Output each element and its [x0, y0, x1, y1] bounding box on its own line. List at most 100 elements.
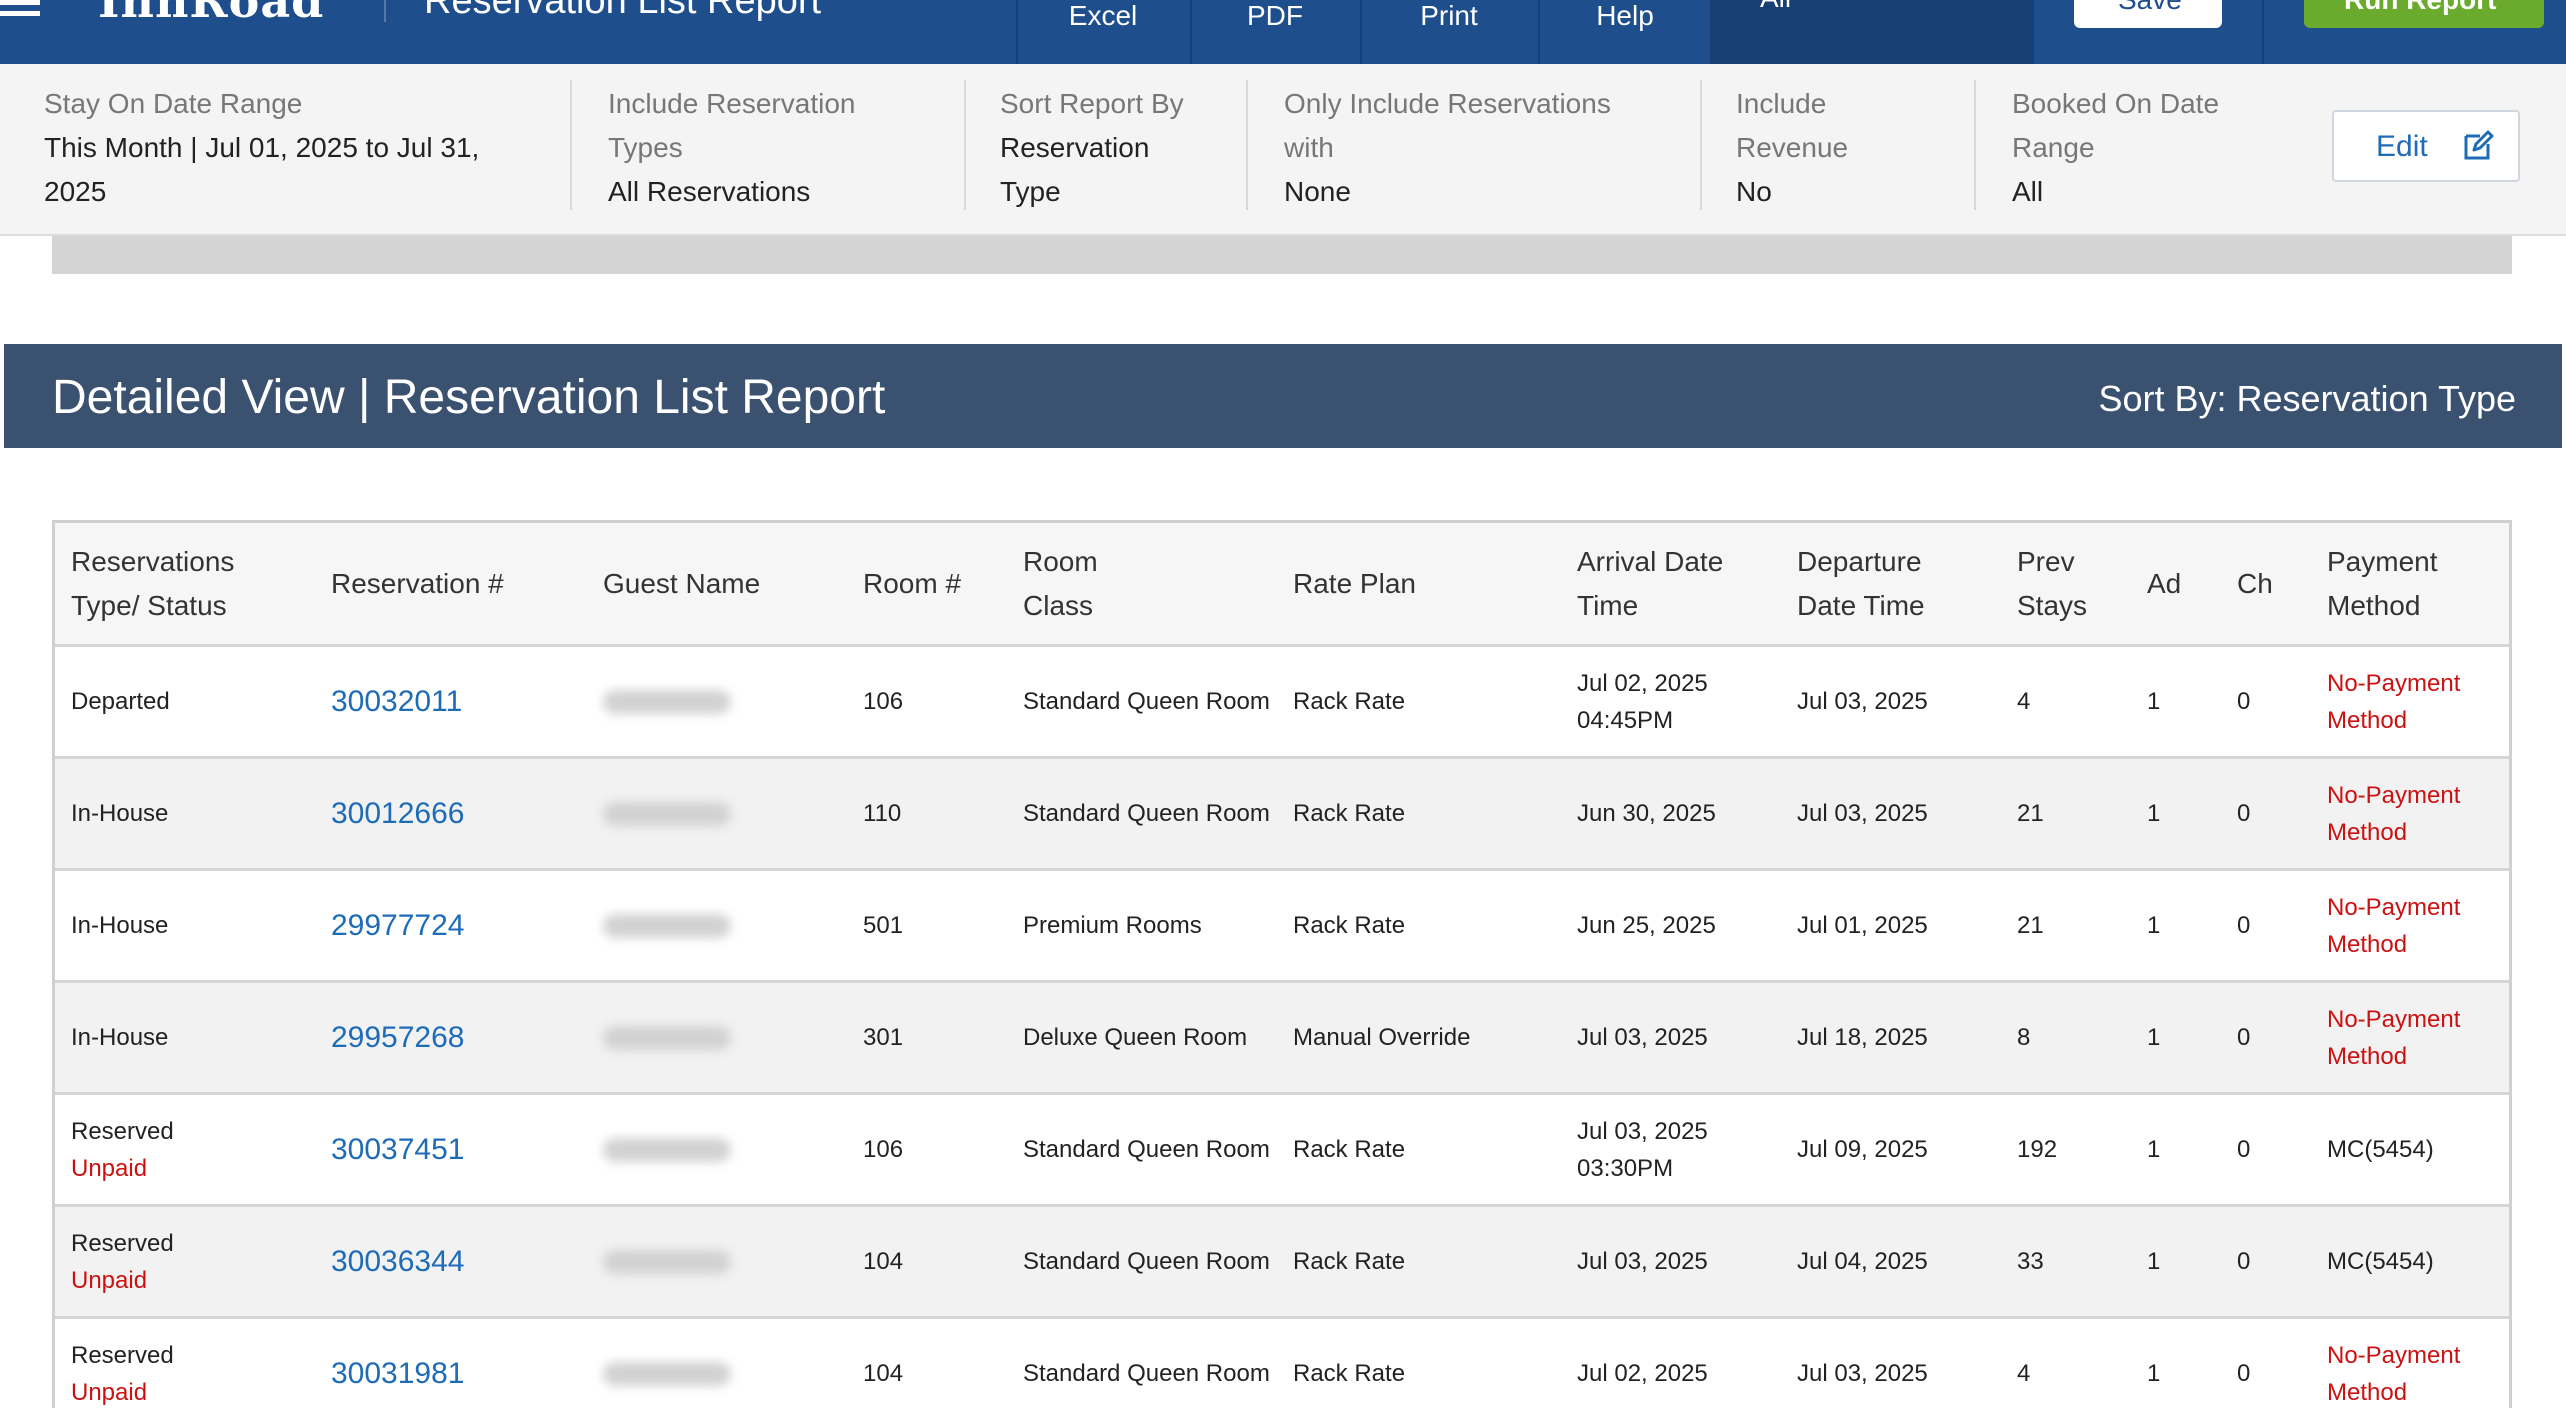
arrival-date: Jul 02, 2025 [1577, 1360, 1708, 1387]
reservation-number-link[interactable]: 29957268 [331, 1021, 465, 1054]
detailed-view-title: Detailed View | Reservation List Report [52, 371, 886, 424]
column-header[interactable]: Room Class [1023, 545, 1098, 621]
print-button[interactable]: Print [1360, 0, 1536, 64]
room-class: Standard Queen Room [1023, 1360, 1270, 1387]
reservation-number-link[interactable]: 30036344 [331, 1245, 465, 1278]
hamburger-icon[interactable] [0, 0, 40, 16]
column-header[interactable]: Reservation # [331, 567, 504, 599]
guest-name-cell [603, 647, 843, 756]
guest-name-cell [603, 1207, 843, 1316]
column-header[interactable]: Guest Name [603, 567, 761, 599]
arrival-cell: Jun 30, 2025 [1577, 759, 1787, 868]
run-report-button[interactable]: Run Report [2304, 0, 2544, 28]
payment-method-cell: MC(5454) [2327, 1207, 2487, 1316]
prev-stays: 4 [2017, 1360, 2031, 1387]
arrival-time: 04:45PM [1577, 706, 1674, 734]
reservation-status: Reserved [71, 1341, 174, 1369]
children-count: 0 [2237, 800, 2251, 827]
help-button[interactable]: Help [1538, 0, 1710, 64]
reservation-status: Reserved [71, 1229, 174, 1257]
filter-label: Booked On Date Range [2012, 88, 2220, 163]
filter-reservation-types: Include Reservation Types All Reservatio… [608, 82, 868, 214]
arrival-cell: Jul 03, 2025 03:30PM [1577, 1095, 1787, 1204]
column-header[interactable]: Ad [2147, 567, 2182, 599]
table-body: Departed 30032011 106 Standard Queen Room Ra… [55, 647, 2509, 1408]
property-select-value: All [1760, 0, 1791, 14]
guest-name-redacted [603, 1249, 731, 1274]
reservation-number-link[interactable]: 30037451 [331, 1133, 465, 1166]
pdf-button[interactable]: PDF [1190, 0, 1358, 64]
filter-label: Sort Report By [1000, 88, 1184, 119]
table-row: In-House 29957268 301 Deluxe Queen Room Manu… [55, 983, 2509, 1095]
room-class: Standard Queen Room [1023, 800, 1270, 827]
guest-name-redacted [603, 801, 731, 826]
room-number: 104 [863, 1360, 904, 1387]
arrival-date: Jul 03, 2025 [1577, 1248, 1708, 1275]
payment-method-cell: No-Payment Method [2327, 647, 2487, 756]
property-select[interactable]: All [1710, 0, 2032, 64]
children-count: 0 [2237, 1024, 2251, 1051]
guest-name-cell [603, 1319, 843, 1408]
column-header[interactable]: Rate Plan [1293, 567, 1416, 599]
header-separator [2032, 0, 2034, 64]
adults-count: 1 [2147, 1024, 2161, 1051]
guest-name-redacted [603, 913, 731, 938]
reservation-number-link[interactable]: 29977724 [331, 909, 465, 942]
column-header[interactable]: Prev Stays [2017, 545, 2088, 621]
reservation-number-cell: 29977724 [331, 871, 571, 980]
prev-stays: 8 [2017, 1024, 2031, 1051]
sort-by-label: Sort By: Reservation Type [2098, 378, 2516, 419]
adults-count: 1 [2147, 688, 2161, 715]
adults-count: 1 [2147, 1360, 2161, 1387]
filter-divider [1974, 80, 1976, 210]
children-count: 0 [2237, 1136, 2251, 1163]
filter-value: All Reservations [608, 176, 811, 207]
excel-button[interactable]: Excel [1016, 0, 1188, 64]
filter-value: Reservation Type [1000, 132, 1150, 207]
reservation-status: In-House [71, 1024, 169, 1051]
departure-date: Jul 03, 2025 [1797, 1360, 1928, 1387]
arrival-cell: Jul 02, 2025 [1577, 1319, 1787, 1408]
reservation-number-cell: 29957268 [331, 983, 571, 1092]
save-button[interactable]: Save [2074, 0, 2222, 28]
column-header[interactable]: Reservations Type/ Status [71, 545, 235, 621]
payment-method-cell: No-Payment Method [2327, 1319, 2487, 1408]
departure-date: Jul 18, 2025 [1797, 1024, 1928, 1051]
column-header[interactable]: Departure Date Time [1797, 545, 1925, 621]
reservation-number-link[interactable]: 30031981 [331, 1357, 465, 1390]
guest-name-redacted [603, 1025, 731, 1050]
status-cell: In-House [71, 871, 311, 980]
prev-stays: 33 [2017, 1248, 2044, 1275]
reservation-number-link[interactable]: 30012666 [331, 797, 465, 830]
filter-value: None [1284, 176, 1351, 207]
reservation-number-link[interactable]: 30032011 [331, 685, 463, 718]
rate-plan: Manual Override [1293, 1024, 1471, 1051]
rate-plan: Rack Rate [1293, 688, 1406, 715]
payment-status: Unpaid [71, 1378, 148, 1406]
table-row: Reserved Unpaid 30036344 104 Standard Queen … [55, 1207, 2509, 1319]
excel-label: Excel [1068, 0, 1138, 31]
column-header[interactable]: Payment Method [2327, 545, 2438, 621]
status-cell: Reserved Unpaid [71, 1207, 311, 1316]
guest-name-redacted [603, 1361, 731, 1386]
reservation-number-cell: 30036344 [331, 1207, 571, 1316]
filter-include-revenue: Include Revenue No [1736, 82, 1866, 214]
payment-method-cell: No-Payment Method [2327, 871, 2487, 980]
brand-logo[interactable]: InnRoad [98, 0, 325, 28]
payment-method: No-Payment Method [2327, 781, 2461, 846]
filter-stay-date: Stay On Date Range This Month | Jul 01, … [44, 82, 514, 214]
rate-plan: Rack Rate [1293, 1360, 1406, 1387]
column-header[interactable]: Room # [863, 567, 962, 599]
rate-plan: Rack Rate [1293, 800, 1406, 827]
table-header-row: Reservations Type/ Status Reservation # … [55, 523, 2509, 647]
column-header[interactable]: Ch [2237, 567, 2273, 599]
prev-stays: 192 [2017, 1136, 2058, 1163]
edit-icon [2464, 130, 2494, 160]
column-header[interactable]: Arrival Date Time [1577, 545, 1724, 621]
reservation-number-cell: 30012666 [331, 759, 571, 868]
filter-label: Include Reservation Types [608, 88, 856, 163]
help-label: Help [1596, 0, 1654, 31]
departure-date: Jul 03, 2025 [1797, 800, 1928, 827]
arrival-date: Jun 25, 2025 [1577, 912, 1716, 939]
edit-filters-button[interactable]: Edit [2332, 110, 2520, 182]
